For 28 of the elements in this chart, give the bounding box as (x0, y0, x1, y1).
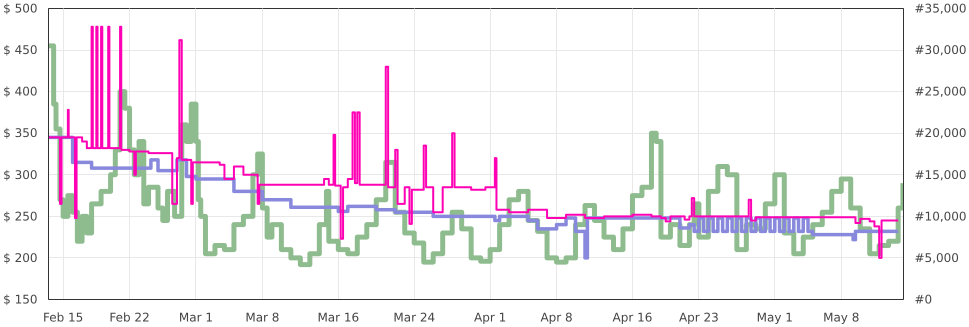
x-tick-label: May 1 (756, 310, 793, 324)
y-tick-label: $ 350 (3, 126, 38, 140)
x-tick-label: Apr 16 (612, 310, 652, 324)
y-tick-label: $ 400 (3, 84, 38, 99)
y2-tick-label: #10,000 (914, 209, 967, 224)
y2-tick-label: #20,000 (914, 126, 967, 140)
y-tick-label: $ 150 (3, 292, 38, 306)
y2-tick-label: #35,000 (914, 2, 967, 16)
x-tick-label: Mar 24 (393, 310, 436, 324)
x-tick-label: May 8 (823, 310, 860, 324)
y2-tick-label: #30,000 (914, 43, 967, 58)
y2-tick-label: #25,000 (914, 84, 967, 99)
x-tick-label: Mar 1 (178, 310, 214, 324)
x-tick-label: Apr 1 (474, 310, 506, 324)
x-tick-label: Feb 22 (109, 310, 150, 324)
y2-tick-label: #0 (914, 292, 932, 306)
x-tick-label: Apr 23 (678, 310, 719, 324)
y-tick-label: $ 200 (3, 250, 38, 265)
y-tick-label: $ 300 (3, 168, 38, 182)
x-tick-label: Mar 16 (317, 310, 360, 324)
y2-tick-label: #15,000 (914, 168, 967, 182)
y-tick-label: $ 250 (3, 209, 38, 224)
x-tick-label: Mar 8 (245, 310, 280, 324)
y-tick-label: $ 450 (3, 43, 38, 58)
y2-tick-label: #5,000 (914, 250, 959, 265)
x-tick-label: Feb 15 (42, 310, 84, 324)
x-tick-label: Apr 8 (540, 310, 573, 324)
y-tick-label: $ 500 (3, 2, 38, 16)
